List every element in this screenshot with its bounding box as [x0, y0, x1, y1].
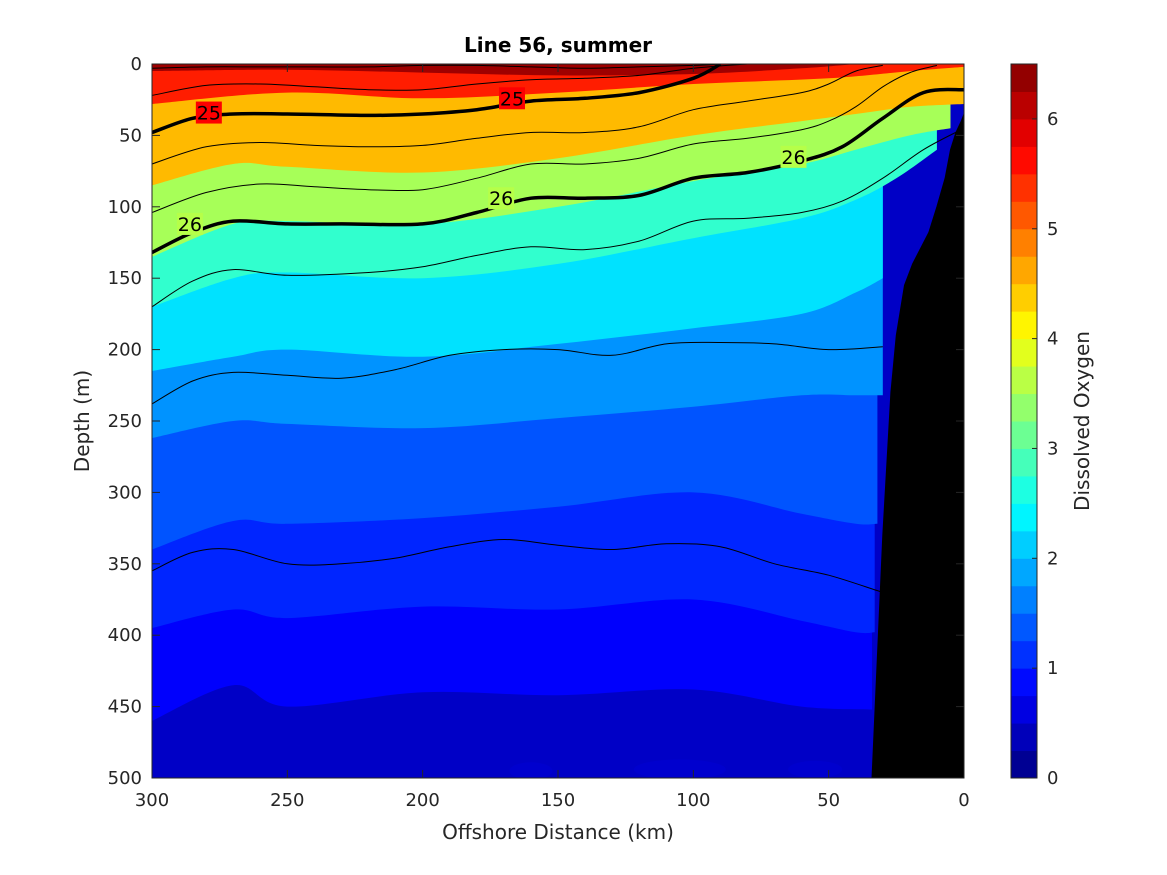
oxygen-color-bands — [152, 64, 964, 778]
colorbar-level-1 — [1011, 750, 1037, 779]
thin-contour-6 — [152, 341, 883, 405]
bathymetry — [871, 113, 964, 778]
density-contour-26 — [152, 87, 964, 255]
y-tick-label: 350 — [108, 554, 142, 575]
contour-label-text: 26 — [489, 188, 513, 210]
contour-label-bg — [176, 212, 203, 235]
y-tick-label: 300 — [108, 482, 142, 503]
colorbar-level-25 — [1011, 91, 1037, 120]
colorbar-level-13 — [1011, 421, 1037, 449]
colorbar-level-12 — [1011, 448, 1037, 477]
colorbar-level-17 — [1011, 311, 1037, 340]
colorbar-level-23 — [1011, 146, 1037, 175]
colorbar-tick-label: 3 — [1047, 438, 1058, 459]
plot-area: 25 25 26 26 26 — [152, 64, 964, 778]
thin-contour-7 — [152, 538, 897, 596]
colorbar-level-9 — [1011, 530, 1037, 559]
seafloor — [871, 113, 964, 778]
colorbar-level-10 — [1011, 503, 1037, 532]
x-tick-label: 150 — [541, 790, 575, 811]
low-oxygen-pocket-2 — [633, 759, 726, 778]
colorbar-level-5 — [1011, 640, 1037, 669]
colorbar-level-14 — [1011, 393, 1037, 422]
colorbar-level-26 — [1011, 64, 1037, 92]
y-tick-label: 100 — [108, 197, 142, 218]
contour-label-text: 25 — [197, 103, 221, 125]
colorbar-level-8 — [1011, 558, 1037, 587]
colorbar-tick-label: 1 — [1047, 658, 1058, 679]
colorbar-level-19 — [1011, 256, 1037, 285]
thin-contour-1 — [152, 64, 721, 69]
x-tick-label: 100 — [676, 790, 710, 811]
contour-label-1: 25 — [195, 101, 222, 125]
contour-label-4: 26 — [488, 187, 515, 210]
chart-title: Line 56, summer — [464, 33, 652, 57]
y-tick-label: 50 — [119, 125, 142, 146]
colorbar-tick-label: 0 — [1047, 768, 1058, 789]
x-tick-label: 50 — [817, 790, 840, 811]
y-axis-label: Depth (m) — [70, 370, 94, 472]
x-tick-label: 0 — [958, 790, 969, 811]
y-tick-label: 150 — [108, 268, 142, 289]
colorbar-level-21 — [1011, 201, 1037, 230]
contour-labels: 25 25 26 26 26 — [176, 87, 807, 236]
colorbar-tick-label: 4 — [1047, 329, 1058, 350]
colorbar-label: Dissolved Oxygen — [1070, 331, 1094, 511]
colorbar-frame — [1010, 63, 1038, 779]
contour-label-bg — [780, 145, 807, 168]
contour-label-text: 26 — [781, 147, 805, 169]
y-tick-label: 500 — [108, 768, 142, 789]
contour-label-text: 26 — [178, 214, 202, 236]
colorbar-level-18 — [1011, 283, 1037, 312]
x-tick-label: 250 — [270, 790, 304, 811]
colorbar-tick-label: 6 — [1047, 109, 1058, 130]
colorbar: 0 1 2 3 4 5 6 — [1010, 63, 1058, 789]
colorbar-level-24 — [1011, 118, 1037, 147]
density-labeled-contours — [152, 64, 964, 255]
y-tick-label: 400 — [108, 625, 142, 646]
colorbar-level-16 — [1011, 338, 1037, 367]
y-axis: 0 50 100 150 200 250 300 350 400 450 500 — [108, 54, 964, 789]
y-tick-label: 250 — [108, 411, 142, 432]
x-tick-label: 200 — [405, 790, 439, 811]
y-tick-label: 450 — [108, 697, 142, 718]
contour-label-bg — [498, 87, 525, 110]
contour-label-3: 26 — [176, 212, 203, 236]
colorbar-level-2 — [1011, 723, 1037, 752]
density-contour-25 — [152, 64, 722, 135]
colorbar-level-6 — [1011, 613, 1037, 642]
x-tick-label: 300 — [135, 790, 169, 811]
contour-label-bg — [488, 187, 515, 210]
y-tick-label: 0 — [131, 54, 142, 75]
low-oxygen-pocket-1 — [509, 762, 553, 778]
low-oxygen-pocket-3 — [788, 760, 843, 778]
colorbar-level-7 — [1011, 585, 1037, 614]
colorbar-level-15 — [1011, 366, 1037, 395]
colorbar-level-4 — [1011, 668, 1037, 697]
x-axis: 300 250 200 150 100 50 0 — [135, 64, 970, 811]
colorbar-level-3 — [1011, 695, 1037, 724]
contour-label-bg — [195, 101, 222, 124]
y-tick-label: 200 — [108, 340, 142, 361]
colorbar-level-11 — [1011, 475, 1037, 504]
x-axis-label: Offshore Distance (km) — [442, 820, 674, 844]
oxygen-band-5 — [152, 64, 964, 104]
thin-contour-5 — [152, 127, 964, 308]
thin-contour-3 — [152, 64, 883, 165]
colorbar-tick-label: 5 — [1047, 219, 1058, 240]
colorbar-level-22 — [1011, 173, 1037, 202]
thin-contour-4 — [152, 64, 938, 213]
colorbar-level-20 — [1011, 228, 1037, 257]
contour-label-text: 25 — [500, 88, 524, 110]
thin-contour-2 — [152, 64, 748, 96]
density-thin-contours — [152, 64, 964, 596]
contour-label-5: 26 — [780, 145, 807, 169]
contour-label-2: 25 — [498, 87, 525, 110]
colorbar-tick-label: 2 — [1047, 548, 1058, 569]
